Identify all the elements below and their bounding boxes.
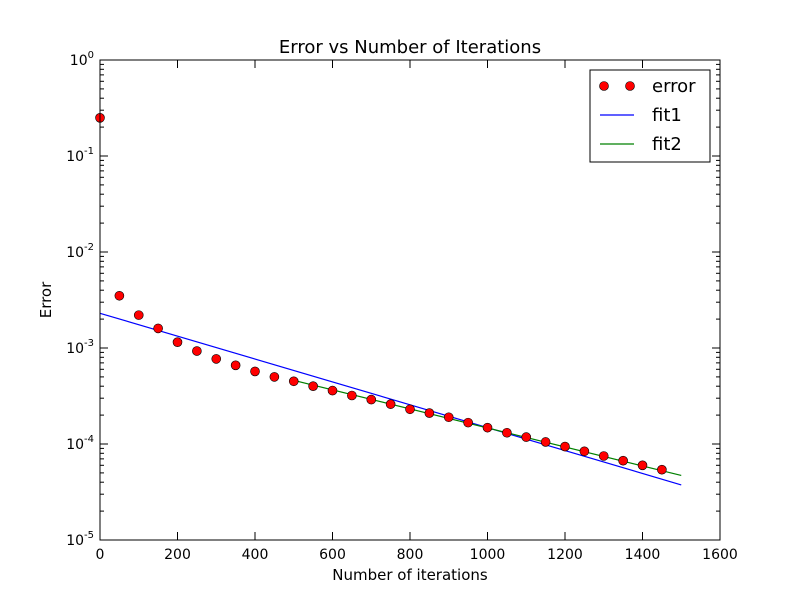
series-line-fit1: [99, 312, 682, 486]
x-tick-label: 600: [319, 547, 346, 563]
x-tick-label: 800: [397, 547, 424, 563]
legend-marker: [599, 81, 609, 91]
legend: error fit1 fit2: [589, 69, 711, 163]
data-point: [443, 412, 454, 423]
x-tick-label: 400: [242, 547, 269, 563]
data-point: [366, 394, 377, 405]
legend-label: error: [652, 76, 696, 97]
data-point: [288, 376, 299, 387]
x-tick-label: 0: [96, 547, 105, 563]
y-tick-label: 10-1: [66, 146, 94, 165]
data-point: [560, 441, 570, 452]
y-tick-label: 10-3: [66, 338, 94, 357]
legend-label: fit2: [652, 134, 682, 155]
y-tick-label: 10-4: [66, 434, 94, 453]
data-point: [385, 399, 396, 409]
data-point: [540, 437, 551, 447]
x-axis-label: Number of iterations: [332, 566, 488, 584]
data-point: [133, 310, 144, 320]
data-point: [424, 408, 435, 418]
data-point: [502, 427, 512, 438]
data-point: [463, 417, 473, 428]
data-point: [269, 372, 280, 382]
data-point: [618, 455, 628, 466]
data-point: [521, 432, 532, 442]
x-tick-label: 1200: [547, 547, 583, 563]
x-tick-label: 200: [164, 547, 191, 563]
data-point: [250, 366, 260, 377]
data-point: [308, 381, 318, 392]
data-point: [230, 360, 241, 371]
data-point: [211, 354, 222, 364]
data-point: [598, 451, 609, 461]
y-tick-label: 10-5: [66, 530, 94, 549]
chart-title: Error vs Number of Iterations: [279, 37, 541, 58]
data-point: [657, 464, 667, 475]
legend-label: fit1: [652, 105, 682, 126]
legend-marker: [625, 81, 635, 91]
data-point: [192, 346, 202, 356]
y-tick-label: 10-2: [66, 242, 94, 261]
data-point: [405, 404, 415, 415]
data-point: [153, 323, 163, 334]
data-point: [114, 290, 125, 301]
x-tick-label: 1000: [470, 547, 506, 563]
x-tick-label: 1400: [625, 547, 661, 563]
data-point: [579, 446, 590, 457]
data-point: [637, 460, 648, 471]
data-point: [172, 337, 183, 347]
legend-box: [589, 69, 711, 163]
y-tick-label: 100: [70, 50, 94, 69]
y-axis-label: Error: [37, 281, 55, 318]
data-point: [347, 390, 357, 401]
data-point: [482, 422, 493, 433]
x-tick-label: 1600: [702, 547, 738, 563]
data-point: [327, 385, 338, 396]
axis-ticks: 0 200 400 600 800 1000 1200 1400 1600 100 10-1 10-2…: [66, 50, 738, 563]
